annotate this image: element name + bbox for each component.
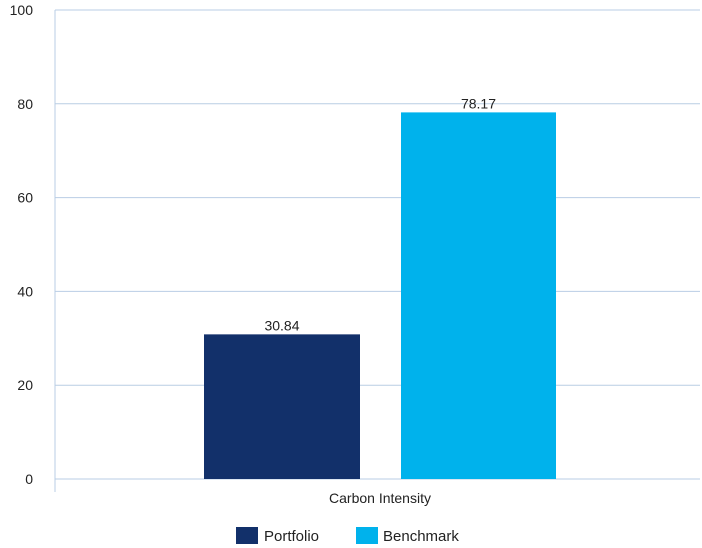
legend-label-benchmark: Benchmark [383, 528, 459, 545]
axes [55, 10, 700, 492]
data-label-portfolio: 30.84 [264, 317, 299, 333]
y-tick-label-20: 20 [17, 377, 33, 393]
bars [204, 112, 556, 479]
y-tick-label-100: 100 [10, 2, 34, 18]
bar-benchmark [401, 112, 556, 479]
data-label-benchmark: 78.17 [461, 95, 496, 111]
legend-label-portfolio: Portfolio [264, 528, 319, 545]
y-tick-label-60: 60 [17, 190, 33, 206]
y-tick-label-80: 80 [17, 96, 33, 112]
bar-portfolio [204, 334, 360, 479]
y-tick-label-0: 0 [25, 471, 33, 487]
gridlines [55, 10, 700, 385]
legend: Portfolio Benchmark [236, 527, 459, 545]
category-label: Carbon Intensity [329, 490, 431, 506]
legend-swatch-portfolio [236, 527, 258, 544]
legend-swatch-benchmark [356, 527, 378, 544]
y-tick-label-40: 40 [17, 283, 33, 299]
